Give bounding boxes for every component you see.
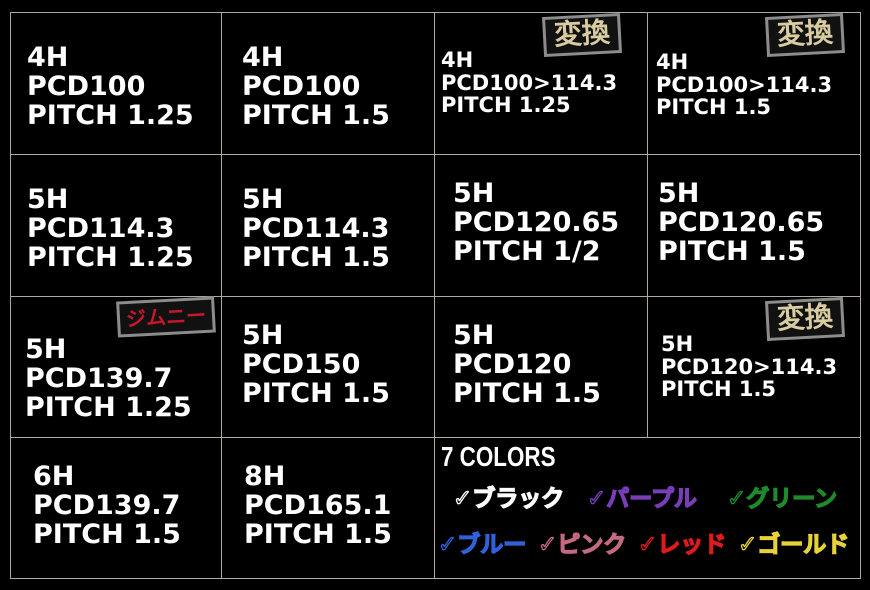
cell-pcd: PCD100>114.3 xyxy=(441,70,618,95)
cell-h: 5H xyxy=(242,320,284,351)
colors-panel: 7 COLORS ✓ブラック ✓パープル ✓グリーン ✓ブルー ✓ピンク ✓レッ… xyxy=(434,437,861,579)
cell-text: 4H PCD100 PITCH 1.25 xyxy=(27,42,194,132)
pcd-cell: 5H PCD114.3 PITCH 1.25 xyxy=(10,154,222,297)
jimny-badge: ジムニー xyxy=(116,296,216,338)
cell-text: 5H PCD120.65 PITCH 1/2 xyxy=(453,178,620,268)
cell-pcd: PCD120>114.3 xyxy=(661,354,838,379)
conversion-badge: 変換 xyxy=(542,12,623,58)
cell-text: 4H PCD100 PITCH 1.5 xyxy=(242,42,390,132)
cell-pcd: PCD139.7 xyxy=(33,490,181,522)
cell-pitch: PITCH 1.25 xyxy=(25,392,192,424)
cell-pitch: PITCH 1.5 xyxy=(242,378,390,410)
cell-text: 5H PCD120>114.3 PITCH 1.5 xyxy=(661,333,837,401)
cell-pitch: PITCH 1/2 xyxy=(453,236,601,268)
cell-pitch: PITCH 1.25 xyxy=(441,93,571,118)
cell-text: 5H PCD150 PITCH 1.5 xyxy=(242,320,390,410)
cell-h: 5H xyxy=(658,178,700,209)
cell-pcd: PCD100>114.3 xyxy=(656,72,833,97)
cell-h: 6H xyxy=(33,461,75,492)
cell-pcd: PCD114.3 xyxy=(27,213,175,245)
cell-text: 5H PCD120.65 PITCH 1.5 xyxy=(658,178,825,268)
cell-h: 5H xyxy=(453,178,495,209)
color-blue: ✓ブルー xyxy=(437,531,527,558)
cell-text: 6H PCD139.7 PITCH 1.5 xyxy=(33,461,181,551)
cell-h: 4H xyxy=(27,42,69,73)
pcd-cell: 5H PCD120.65 PITCH 1/2 xyxy=(434,154,648,297)
pcd-cell: 4H PCD100 PITCH 1.5 xyxy=(221,12,435,155)
cell-pitch: PITCH 1.5 xyxy=(658,236,806,268)
cell-pitch: PITCH 1.25 xyxy=(27,242,194,274)
cell-pcd: PCD165.1 xyxy=(244,490,392,522)
cell-pcd: PCD150 xyxy=(242,349,361,381)
color-black: ✓ブラック xyxy=(452,485,565,512)
cell-pcd: PCD100 xyxy=(27,71,146,103)
cell-pitch: PITCH 1.5 xyxy=(242,242,390,274)
pcd-cell: 4H PCD100>114.3 PITCH 1.5 変換 xyxy=(647,12,861,155)
pcd-cell: 5H PCD150 PITCH 1.5 xyxy=(221,296,435,438)
colors-title: 7 COLORS xyxy=(441,441,556,472)
color-pink: ✓ピンク xyxy=(537,531,627,558)
cell-h: 5H xyxy=(661,332,694,356)
cell-h: 4H xyxy=(441,48,474,72)
pcd-cell: 6H PCD139.7 PITCH 1.5 xyxy=(10,437,222,579)
cell-h: 5H xyxy=(242,184,284,215)
cell-h: 4H xyxy=(242,42,284,73)
cell-pcd: PCD100 xyxy=(242,71,361,103)
pcd-cell: 5H PCD120 PITCH 1.5 xyxy=(434,296,648,438)
cell-h: 4H xyxy=(656,50,689,74)
cell-text: 5H PCD114.3 PITCH 1.25 xyxy=(27,184,194,274)
cell-h: 5H xyxy=(25,334,67,365)
cell-h: 8H xyxy=(244,461,286,492)
cell-pitch: PITCH 1.5 xyxy=(33,519,181,551)
cell-pcd: PCD120.65 xyxy=(658,207,825,239)
pcd-cell: 5H PCD114.3 PITCH 1.5 xyxy=(221,154,435,297)
pcd-cell: 4H PCD100 PITCH 1.25 xyxy=(10,12,222,155)
cell-pitch: PITCH 1.5 xyxy=(656,95,772,120)
cell-text: 5H PCD120 PITCH 1.5 xyxy=(453,320,601,410)
pcd-cell: 8H PCD165.1 PITCH 1.5 xyxy=(221,437,435,579)
conversion-badge: 変換 xyxy=(765,12,846,58)
cell-pitch: PITCH 1.5 xyxy=(661,377,777,402)
cell-text: 5H PCD139.7 PITCH 1.25 xyxy=(25,334,192,424)
pcd-cell: 5H PCD120>114.3 PITCH 1.5 変換 xyxy=(647,296,861,438)
color-red: ✓レッド xyxy=(637,531,727,558)
cell-pitch: PITCH 1.5 xyxy=(242,100,390,132)
color-gold: ✓ゴールド xyxy=(737,531,850,558)
cell-pcd: PCD114.3 xyxy=(242,213,390,245)
cell-pitch: PITCH 1.25 xyxy=(27,100,194,132)
pcd-cell: 5H PCD120.65 PITCH 1.5 xyxy=(647,154,861,297)
cell-pcd: PCD139.7 xyxy=(25,363,173,395)
cell-pcd: PCD120 xyxy=(453,349,572,381)
cell-pitch: PITCH 1.5 xyxy=(244,519,392,551)
pcd-cell: 5H PCD139.7 PITCH 1.25 ジムニー xyxy=(10,296,222,438)
cell-pcd: PCD120.65 xyxy=(453,207,620,239)
conversion-badge: 変換 xyxy=(765,296,846,342)
pcd-cell: 4H PCD100>114.3 PITCH 1.25 変換 xyxy=(434,12,648,155)
color-green: ✓グリーン xyxy=(726,485,838,512)
cell-h: 5H xyxy=(453,320,495,351)
cell-text: 4H PCD100>114.3 PITCH 1.5 xyxy=(656,51,832,119)
cell-pitch: PITCH 1.5 xyxy=(453,378,601,410)
color-purple: ✓パープル xyxy=(586,485,697,512)
cell-text: 5H PCD114.3 PITCH 1.5 xyxy=(242,184,390,274)
cell-h: 5H xyxy=(27,184,69,215)
cell-text: 4H PCD100>114.3 PITCH 1.25 xyxy=(441,49,617,117)
cell-text: 8H PCD165.1 PITCH 1.5 xyxy=(244,461,392,551)
